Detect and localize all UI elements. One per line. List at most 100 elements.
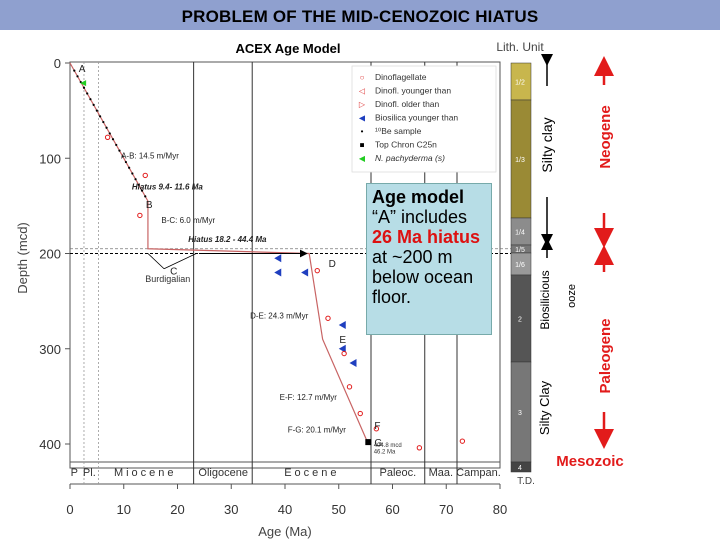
legend-entry-label: Dinofl. older than <box>375 99 440 109</box>
x-tick-label: 30 <box>224 502 238 517</box>
be-sample-marker <box>76 75 79 78</box>
legend-symbol: ◀ <box>359 154 366 163</box>
x-axis-label: Age (Ma) <box>258 524 311 539</box>
y-tick-label: 0 <box>54 56 61 71</box>
biosilica-marker <box>274 268 282 277</box>
lith-unit-label: 2 <box>518 317 522 324</box>
x-tick-label: 0 <box>66 502 73 517</box>
segment-label: F-G: 20.1 m/Myr <box>288 426 347 435</box>
legend-entry-label: Top Chron C25n <box>375 140 437 150</box>
segment-label: B-C: 6.0 m/Myr <box>161 216 215 225</box>
dinoflagellate-marker <box>137 212 143 219</box>
y-axis-label: Depth (mcd) <box>15 222 30 294</box>
legend-entry-label: Dinofl. younger than <box>375 86 451 96</box>
be-sample-marker <box>118 149 121 152</box>
be-sample-marker <box>102 120 105 124</box>
legend-symbol: • <box>361 127 364 136</box>
biosilica-marker <box>301 268 309 277</box>
segment-label: E-F: 12.7 m/Myr <box>280 393 338 402</box>
be-sample-marker <box>124 160 127 164</box>
lith-unit-label: 1/2 <box>515 80 525 87</box>
epoch-label: Oligocene <box>198 467 248 479</box>
y-tick-label: 400 <box>39 437 61 452</box>
c-arrow-line <box>163 253 197 270</box>
segment-label: D-E: 24.3 m/Myr <box>250 311 309 320</box>
c-arrow-line <box>147 253 165 270</box>
legend-symbol: ◁ <box>359 87 366 96</box>
segment-label: A-B: 14.5 m/Myr <box>121 151 179 160</box>
be-sample-marker <box>73 69 76 72</box>
biosilica-marker <box>338 344 346 353</box>
legend-symbol: ◀ <box>359 114 366 123</box>
x-tick-label: 60 <box>385 502 399 517</box>
ooze-label: ooze <box>566 284 578 308</box>
dinoflagellate-marker <box>373 426 380 432</box>
mesozoic-label: Mesozoic <box>556 453 624 470</box>
epoch-label: P <box>71 467 78 479</box>
age-model-callout: Age model “A” includes 26 Ma hiatus at ~… <box>366 183 492 335</box>
lith-unit-4 <box>510 461 532 473</box>
be-sample-marker <box>137 183 140 187</box>
neogene-label: Neogene <box>597 105 614 168</box>
biosilica-marker <box>274 254 282 263</box>
dinoflagellate-marker <box>142 172 148 179</box>
legend-symbol: ○ <box>360 73 365 82</box>
lith-header: Lith. Unit <box>496 40 544 54</box>
be-sample-marker <box>115 143 118 147</box>
be-sample-marker <box>140 189 144 192</box>
pachyderma-marker <box>80 80 87 87</box>
be-sample-marker <box>86 92 89 95</box>
point-label-a: A <box>79 64 86 75</box>
be-sample-marker <box>82 86 86 89</box>
legend-entry-label: Dinoflagellate <box>375 72 427 82</box>
legend-entry-label: N. pachyderma (s) <box>375 153 445 163</box>
epoch-label: Campan. <box>456 467 501 479</box>
epoch-label: Paleoc. <box>380 467 417 479</box>
legend-entry-label: ¹⁰Be sample <box>375 126 422 136</box>
callout-line-2: “A” includes <box>372 207 468 227</box>
be-sample-marker <box>108 132 111 135</box>
paleogene-label: Paleogene <box>597 318 614 393</box>
callout-line-4: at ~200 m <box>372 247 453 267</box>
x-tick-label: 70 <box>439 502 453 517</box>
be-sample-marker <box>105 126 108 129</box>
biosilica-marker <box>338 320 346 329</box>
lith-unit-label: 1/3 <box>515 157 525 164</box>
x-tick-label: 40 <box>278 502 292 517</box>
dinoflagellate-marker <box>346 384 353 390</box>
biosilica-marker <box>349 359 357 368</box>
be-sample-marker <box>134 178 137 181</box>
be-sample-marker <box>111 138 115 141</box>
biosiliceous-label: Biosilicious <box>538 270 552 329</box>
point-label-f: F <box>374 421 380 432</box>
x-tick-label: 50 <box>332 502 346 517</box>
dinoflagellate-marker <box>314 267 320 274</box>
be-sample-marker <box>128 166 131 169</box>
segment-label: Hiatus 9.4- 11.6 Ma <box>132 183 204 192</box>
x-tick-label: 80 <box>493 502 507 517</box>
legend-entry-label: Biosilica younger than <box>375 113 458 123</box>
age-model-line <box>69 62 369 445</box>
dinoflagellate-marker <box>341 350 347 357</box>
plot-frame <box>69 61 501 469</box>
silty-clay-bottom-label: Silty Clay <box>537 380 552 435</box>
point-label-e: E <box>339 335 346 346</box>
lith-unit-label: 1/4 <box>515 230 525 237</box>
point-label-g: G <box>374 438 382 449</box>
be-sample-marker <box>121 155 124 158</box>
be-sample-marker <box>99 115 102 118</box>
epoch-label: Eocene <box>284 467 339 479</box>
epoch-label: Maa. <box>429 467 453 479</box>
epoch-label: Miocene <box>114 467 177 479</box>
be-sample-marker <box>95 109 98 112</box>
dinoflagellate-marker <box>459 438 466 444</box>
chart-title: ACEX Age Model <box>236 41 341 56</box>
callout-line-5: below ocean <box>372 267 474 287</box>
be-sample-marker <box>89 98 92 101</box>
chart-annotation: Burdigalian <box>145 274 190 284</box>
be-sample-marker <box>144 195 147 198</box>
lith-unit-label: 1/5 <box>515 247 525 254</box>
y-tick-label: 100 <box>39 151 61 166</box>
segment-label: Hiatus 18.2 - 44.4 Ma <box>188 235 267 244</box>
y-tick-label: 200 <box>39 247 61 262</box>
